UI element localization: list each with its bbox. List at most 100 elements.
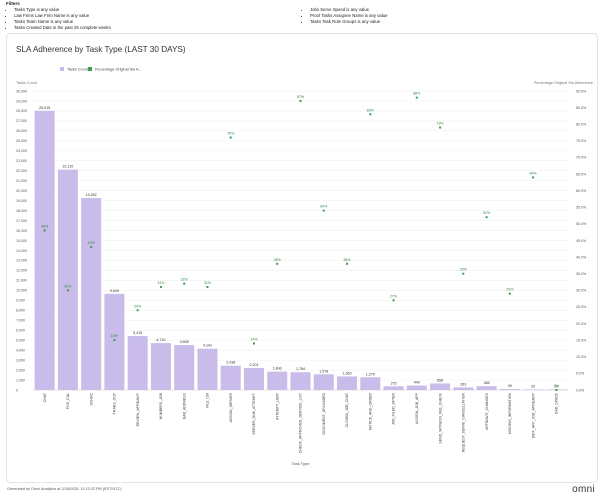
filter-item[interactable]: Tasks Created Date in the past 25 comple… <box>14 25 111 31</box>
percent-point <box>113 339 116 342</box>
percent-point <box>299 99 302 102</box>
y-right-tick-label: 35.0% <box>576 272 587 276</box>
y-tick-label: 10,000 <box>16 289 27 293</box>
y-tick-label: 30,000 <box>16 89 27 93</box>
y-tick-label: 23,000 <box>16 159 27 163</box>
omni-logo: omni <box>572 484 595 495</box>
bar-value-label: 1,578 <box>319 369 328 373</box>
y-tick-label: 2,000 <box>16 368 25 372</box>
x-tick-label: SCHOC <box>89 393 93 406</box>
y-tick-label: 25,000 <box>16 139 27 143</box>
y-axis-title-left: Tasks Count <box>16 81 38 85</box>
bar-notice-and-order <box>360 377 381 390</box>
percent-label: 79% <box>436 122 444 126</box>
legend-label-percentage: Percentage Original Sla A... <box>95 68 142 72</box>
bar-review-affidavit <box>127 336 148 390</box>
filter-item[interactable]: Tasks Task Role Groups is any value <box>310 19 388 25</box>
percent-point <box>369 113 372 116</box>
percent-point <box>415 96 418 99</box>
x-tick-label: CHECK_APPROVED_SERVICE_LIST <box>299 392 303 453</box>
x-tick-label: DOCUMENT_UPLOADED <box>322 393 326 435</box>
y-tick-label: 19,000 <box>16 199 27 203</box>
x-tick-label: ASSIGN_SERVER <box>229 393 233 423</box>
bar-numbers-job <box>150 343 171 390</box>
y-right-tick-label: 20.0% <box>576 322 587 326</box>
x-tick-label: REVIEW_AFFIDAVIT <box>136 392 140 426</box>
x-axis-title: Task Type <box>292 461 311 466</box>
bar-job-filed-after <box>383 386 404 390</box>
y-right-tick-label: 15.0% <box>576 338 587 342</box>
bar-value-label: 4,141 <box>203 344 212 348</box>
y-tick-label: 1,000 <box>16 378 25 382</box>
percent-label: 38% <box>274 258 282 262</box>
y-tick-label: 3,000 <box>16 358 25 362</box>
bar-value-label: 2,438 <box>226 361 235 365</box>
percent-label: 52% <box>483 211 491 215</box>
bar-value-label: 263 <box>460 382 466 386</box>
bar-attempt-limit <box>267 371 288 390</box>
bar-pos-cal <box>57 169 78 390</box>
bar-chat <box>34 110 55 390</box>
percent-point <box>183 282 186 285</box>
filter-item[interactable]: Jobs Serve Speed is any value <box>310 7 388 13</box>
bar-schoc <box>81 198 102 390</box>
bar-assign-job-app <box>406 385 427 390</box>
y-tick-label: 4,000 <box>16 348 25 352</box>
y-right-tick-label: 55.0% <box>576 206 587 210</box>
y-tick-label: 6,000 <box>16 329 25 333</box>
bar-value-label: 22,110 <box>63 165 74 169</box>
bar-value-label: 1,363 <box>343 371 352 375</box>
percent-label: 27% <box>390 294 398 298</box>
x-tick-label: POS_CAL <box>66 393 70 409</box>
y-tick-label: 21,000 <box>16 179 27 183</box>
y-tick-label: 26,000 <box>16 129 27 133</box>
percent-point <box>555 389 558 391</box>
filter-item[interactable]: Tasks Type is any value <box>14 7 111 13</box>
percent-point <box>462 272 465 275</box>
bar-value-label: 449 <box>414 381 420 385</box>
percent-label: 64% <box>530 171 538 175</box>
percent-label: 48% <box>41 225 49 229</box>
percent-point <box>346 262 349 265</box>
legend-swatch-tasks-count <box>60 67 64 71</box>
y-tick-label: 7,000 <box>16 319 25 323</box>
x-tick-label: MISSING_INFORMATION <box>508 393 512 434</box>
y-tick-label: 27,000 <box>16 119 27 123</box>
x-tick-label: DIFF_APP_JOB_AFFIDAVIT <box>531 392 535 438</box>
y-right-tick-label: 40.0% <box>576 255 587 259</box>
percent-point <box>206 286 209 289</box>
bar-diff-app-job-affidavit <box>523 389 544 390</box>
bar-request-serve-cancellation <box>453 387 474 390</box>
percent-label: 24% <box>134 304 142 308</box>
bar-value-label: 385 <box>484 381 490 385</box>
bar-missing-information <box>499 389 520 390</box>
percent-label: 54% <box>320 205 328 209</box>
percent-label: 88% <box>413 92 421 96</box>
bar-value-label: 1,843 <box>273 367 282 371</box>
y-tick-label: 18,000 <box>16 209 27 213</box>
y-right-tick-label: 50.0% <box>576 222 587 226</box>
filter-item[interactable]: Proof Tasks Assignee Name is any value <box>310 13 388 19</box>
bar-value-label: 19,262 <box>86 193 97 197</box>
y-right-tick-label: 30.0% <box>576 289 587 293</box>
x-tick-label: NOTICE_AND_ORDER <box>368 393 372 431</box>
filter-item[interactable]: Law Firms Law Firm Name is any value <box>14 13 111 19</box>
percent-point <box>136 309 139 312</box>
percent-point <box>252 342 255 345</box>
percent-label: 35% <box>460 268 468 272</box>
bar-bad-address <box>174 345 195 390</box>
percent-label: 31% <box>204 281 212 285</box>
y-tick-label: 11,000 <box>16 279 27 283</box>
bar-assign-server <box>220 365 241 390</box>
percent-label: 43% <box>88 241 96 245</box>
chart-title: SLA Adherence by Task Type (LAST 30 DAYS… <box>16 45 186 54</box>
filter-item[interactable]: Tasks Team Name is any value <box>14 19 111 25</box>
bar-value-label: 375 <box>391 381 397 385</box>
percent-label: 76% <box>227 132 235 136</box>
x-tick-label: FILE_CM <box>206 393 210 408</box>
y-tick-label: 29,000 <box>16 99 27 103</box>
percent-label: 31% <box>157 281 165 285</box>
percent-label: 87% <box>297 95 305 99</box>
footer-generated-text: Generated by Omni Analytics at 2/26/2025… <box>7 487 122 491</box>
x-tick-label: ATTEMPT_LIMIT <box>275 392 279 420</box>
